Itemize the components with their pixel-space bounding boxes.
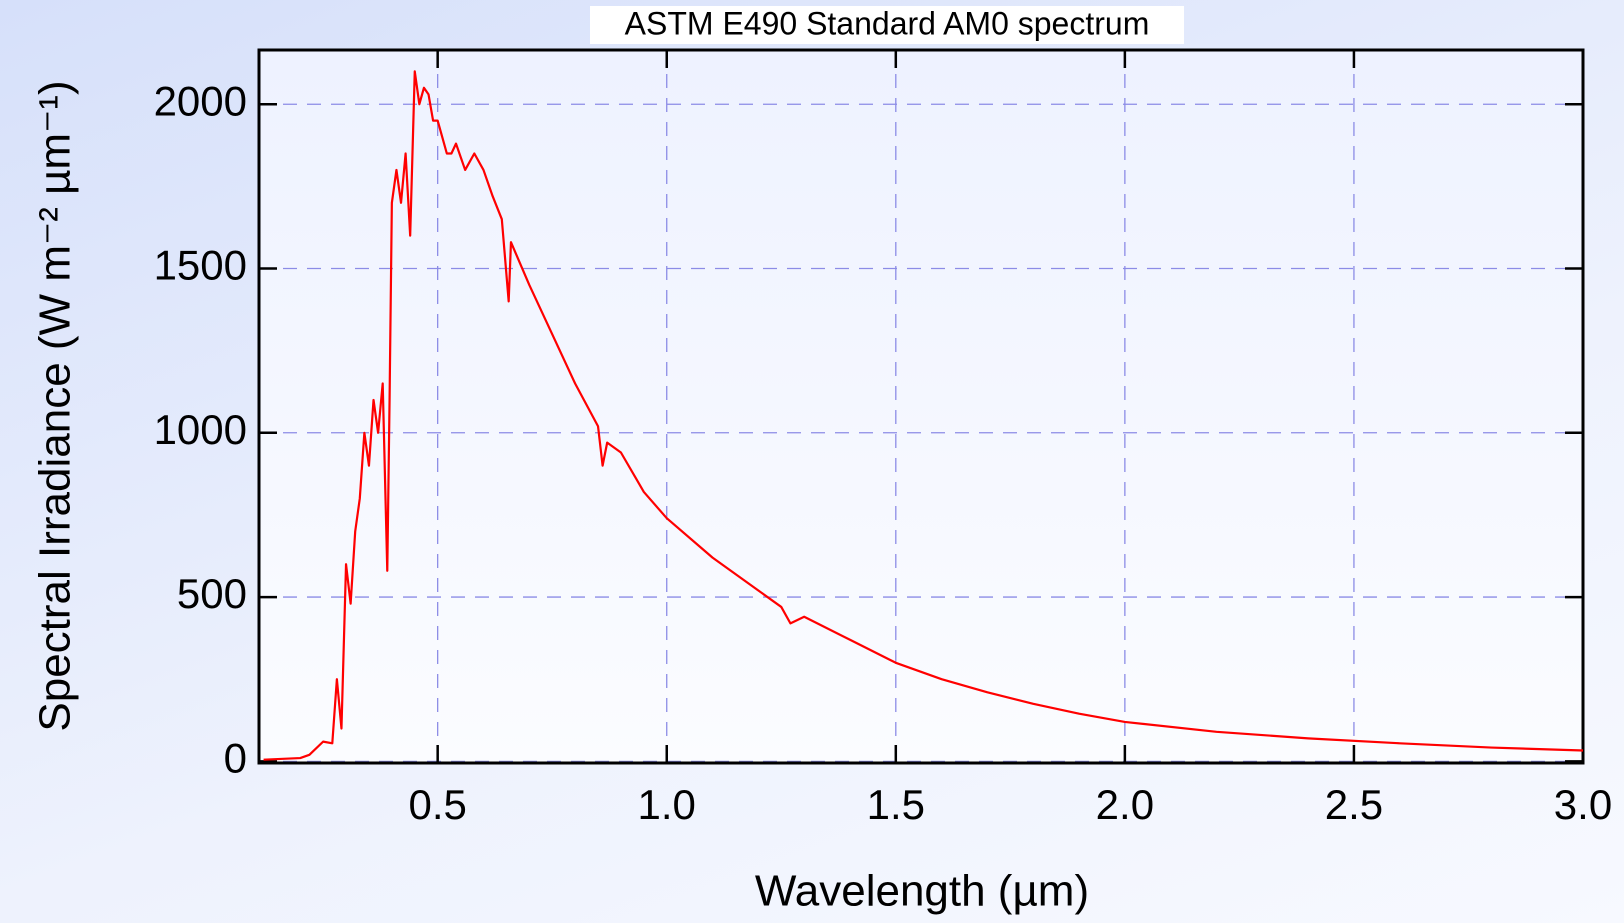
x-axis-label: Wavelength (µm) bbox=[755, 867, 1089, 916]
y-tick-label: 1500 bbox=[154, 242, 247, 289]
x-tick-label: 3.0 bbox=[1554, 781, 1612, 828]
y-tick-label: 1000 bbox=[154, 406, 247, 453]
y-axis-label: Spectral Irradiance (W m⁻² µm⁻¹) bbox=[31, 80, 80, 731]
x-tick-label: 2.5 bbox=[1325, 781, 1383, 828]
y-tick-label: 500 bbox=[177, 570, 247, 617]
x-tick-label: 2.0 bbox=[1096, 781, 1154, 828]
x-tick-label: 1.5 bbox=[867, 781, 925, 828]
title-box bbox=[590, 6, 1184, 44]
plot-area bbox=[259, 50, 1583, 763]
spectrum-line bbox=[263, 70, 1584, 761]
chart-title: ASTM E490 Standard AM0 spectrum bbox=[625, 5, 1150, 41]
plot-frame bbox=[257, 48, 1585, 765]
y-tick-label: 0 bbox=[224, 734, 247, 781]
y-tick-label: 2000 bbox=[154, 77, 247, 124]
x-tick-label: 1.0 bbox=[638, 781, 696, 828]
x-tick-label: 0.5 bbox=[408, 781, 466, 828]
